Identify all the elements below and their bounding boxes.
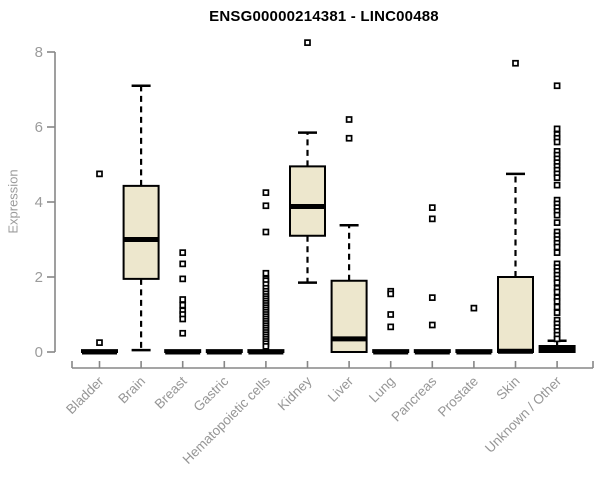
outlier-liver (345, 116, 353, 123)
outlier-hematopoietic-cells (262, 343, 270, 350)
outlier-kidney (304, 39, 311, 46)
y-tick-label: 2 (35, 269, 43, 286)
outlier-unknown-other (553, 335, 561, 343)
outlier-breast (179, 260, 187, 268)
outlier-pancreas (428, 204, 436, 211)
box-kidney (289, 165, 326, 237)
outlier-breast (179, 301, 187, 309)
x-tick-label-gastric: Gastric (191, 373, 232, 414)
outlier-pancreas (428, 321, 436, 329)
outlier-unknown-other (553, 181, 561, 189)
outlier-skin (512, 59, 519, 67)
outlier-unknown-other (553, 309, 561, 316)
outlier-prostate (470, 304, 478, 312)
chart-title: ENSG00000214381 - LINC00488 (209, 8, 439, 25)
outlier-unknown-other (553, 298, 561, 305)
outlier-hematopoietic-cells (262, 269, 270, 277)
outlier-bladder (96, 339, 103, 346)
x-tick-label-unknown-other: Unknown / Other (482, 373, 565, 456)
outlier-hematopoietic-cells (262, 189, 270, 196)
outlier-breast (179, 329, 187, 337)
outlier-bladder (96, 170, 103, 178)
outlier-liver (345, 134, 353, 142)
x-tick-label-lung: Lung (366, 374, 398, 406)
y-tick-label: 6 (35, 119, 43, 136)
outlier-unknown-other (553, 125, 561, 133)
outlier-pancreas (428, 215, 436, 223)
y-tick-label: 4 (35, 194, 43, 211)
x-tick-label-kidney: Kidney (275, 373, 315, 413)
outlier-unknown-other (553, 211, 561, 219)
outlier-unknown-other (553, 138, 561, 146)
outlier-lung (387, 290, 395, 298)
x-tick-label-breast: Breast (152, 373, 190, 411)
outlier-unknown-other (553, 249, 561, 256)
outlier-hematopoietic-cells (262, 202, 270, 210)
outlier-unknown-other (553, 288, 561, 296)
x-tick-label-prostate: Prostate (435, 374, 481, 420)
y-tick-label: 0 (35, 344, 43, 361)
x-tick-label-bladder: Bladder (63, 373, 107, 417)
outlier-breast (179, 275, 187, 283)
x-tick-label-pancreas: Pancreas (388, 373, 439, 424)
outlier-hematopoietic-cells (262, 228, 270, 236)
outlier-unknown-other (553, 243, 561, 251)
outlier-pancreas (428, 294, 436, 301)
outlier-unknown-other (553, 174, 561, 181)
box-skin (497, 276, 534, 353)
outlier-unknown-other (553, 82, 561, 90)
box-brain (122, 184, 160, 280)
x-tick-label-brain: Brain (115, 374, 148, 407)
outlier-breast (179, 296, 187, 303)
outlier-breast (179, 315, 187, 323)
outlier-lung (387, 323, 395, 331)
outlier-unknown-other (553, 303, 561, 311)
x-tick-label-liver: Liver (325, 373, 357, 405)
outlier-lung (387, 311, 395, 318)
x-tick-label-skin: Skin (493, 374, 522, 403)
y-tick-label: 8 (35, 44, 43, 61)
outlier-breast (179, 249, 187, 256)
outlier-unknown-other (553, 279, 561, 286)
outlier-unknown-other (553, 219, 561, 226)
